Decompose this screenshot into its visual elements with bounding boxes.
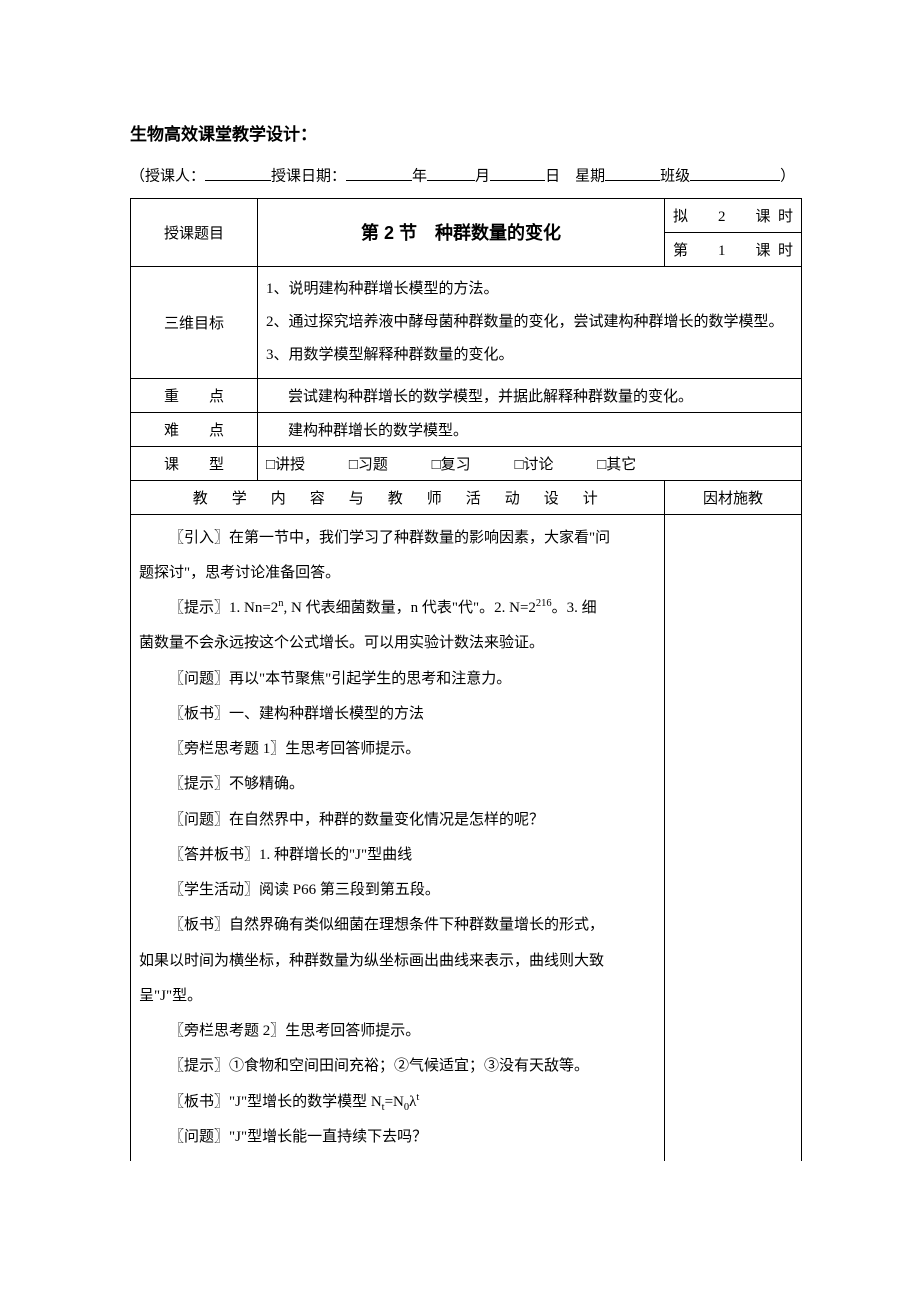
type-label: 课 型 <box>131 446 258 480</box>
objective-3: 3、用数学模型解释种群数量的变化。 <box>266 339 793 372</box>
content-p13: 〖板书〗"J"型增长的数学模型 Nt=N0λt <box>139 1085 656 1121</box>
lecturer-blank <box>205 163 271 181</box>
content-p10c: 呈"J"型。 <box>139 979 656 1014</box>
lesson-plan-table: 授课题目 第 2 节 种群数量的变化 拟 2 课时 第 1 课时 三维目标 1、… <box>130 198 802 1162</box>
type-lecture: □讲授 <box>266 453 305 474</box>
key-label: 重 点 <box>131 378 258 412</box>
content-p11: 〖旁栏思考题 2〗生思考回答师提示。 <box>139 1014 656 1049</box>
objective-2: 2、通过探究培养液中酵母菌种群数量的变化，尝试建构种群增长的数学模型。 <box>266 306 793 339</box>
month-blank <box>427 163 475 181</box>
content-header: 教 学 内 容 与 教 师 活 动 设 计 <box>131 480 665 514</box>
content-body: 〖引入〗在第一节中，我们学习了种群数量的影响因素，大家看"问 题探讨"，思考讨论… <box>131 514 665 1161</box>
objectives-cell: 1、说明建构种群增长模型的方法。 2、通过探究培养液中酵母菌种群数量的变化，尝试… <box>258 266 802 378</box>
key-point: 尝试建构种群增长的数学模型，并据此解释种群数量的变化。 <box>258 378 802 412</box>
content-p1b: 题探讨"，思考讨论准备回答。 <box>139 556 656 591</box>
topic-label: 授课题目 <box>131 198 258 266</box>
lesson-title: 第 2 节 种群数量的变化 <box>258 198 665 266</box>
year-blank <box>346 163 412 181</box>
class-label: 班级 <box>660 169 690 185</box>
content-p4: 〖板书〗一、建构种群增长模型的方法 <box>139 697 656 732</box>
form-header-line: （授课人： 授课日期： 年 月 日 星期 班级 ） <box>130 163 810 186</box>
day-blank <box>490 163 545 181</box>
planned-periods: 拟 2 课时 <box>665 198 802 232</box>
content-p10b: 如果以时间为横坐标，种群数量为纵坐标画出曲线来表示，曲线则大致 <box>139 944 656 979</box>
current-period: 第 1 课时 <box>665 232 802 266</box>
type-exercise: □习题 <box>349 453 388 474</box>
notes-header: 因材施教 <box>665 480 802 514</box>
content-p2a: 〖提示〗1. Nn=2n, N 代表细菌数量，n 代表"代"。2. N=2216… <box>139 591 656 626</box>
type-discuss: □讨论 <box>514 453 553 474</box>
date-label: 授课日期： <box>271 169 346 185</box>
content-p3: 〖问题〗再以"本节聚焦"引起学生的思考和注意力。 <box>139 662 656 697</box>
class-blank <box>690 163 780 181</box>
lecturer-prefix: （授课人： <box>130 169 205 185</box>
content-p10a: 〖板书〗自然界确有类似细菌在理想条件下种群数量增长的形式， <box>139 908 656 943</box>
class-type-cell: □讲授 □习题 □复习 □讨论 □其它 <box>258 446 802 480</box>
difficult-label: 难 点 <box>131 412 258 446</box>
content-p7: 〖问题〗在自然界中，种群的数量变化情况是怎样的呢？ <box>139 803 656 838</box>
year-label: 年 <box>412 169 427 185</box>
content-p6: 〖提示〗不够精确。 <box>139 767 656 802</box>
content-p14: 〖问题〗"J"型增长能一直持续下去吗？ <box>139 1120 656 1155</box>
difficult-point: 建构种群增长的数学模型。 <box>258 412 802 446</box>
form-suffix: ） <box>780 169 795 185</box>
month-label: 月 <box>475 169 490 185</box>
content-p8: 〖答并板书〗1. 种群增长的"J"型曲线 <box>139 838 656 873</box>
content-p12: 〖提示〗①食物和空间田间充裕；②气候适宜；③没有天敌等。 <box>139 1049 656 1084</box>
weekday-label: 星期 <box>575 169 605 185</box>
weekday-blank <box>605 163 660 181</box>
content-p2b: 菌数量不会永远按这个公式增长。可以用实验计数法来验证。 <box>139 626 656 661</box>
objective-1: 1、说明建构种群增长模型的方法。 <box>266 273 793 306</box>
notes-body <box>665 514 802 1161</box>
day-label: 日 <box>545 169 560 185</box>
content-p1a: 〖引入〗在第一节中，我们学习了种群数量的影响因素，大家看"问 <box>139 521 656 556</box>
doc-title: 生物高效课堂教学设计： <box>130 120 810 145</box>
type-other: □其它 <box>597 453 636 474</box>
type-review: □复习 <box>432 453 471 474</box>
objectives-label: 三维目标 <box>131 266 258 378</box>
content-p5: 〖旁栏思考题 1〗生思考回答师提示。 <box>139 732 656 767</box>
content-p9: 〖学生活动〗阅读 P66 第三段到第五段。 <box>139 873 656 908</box>
